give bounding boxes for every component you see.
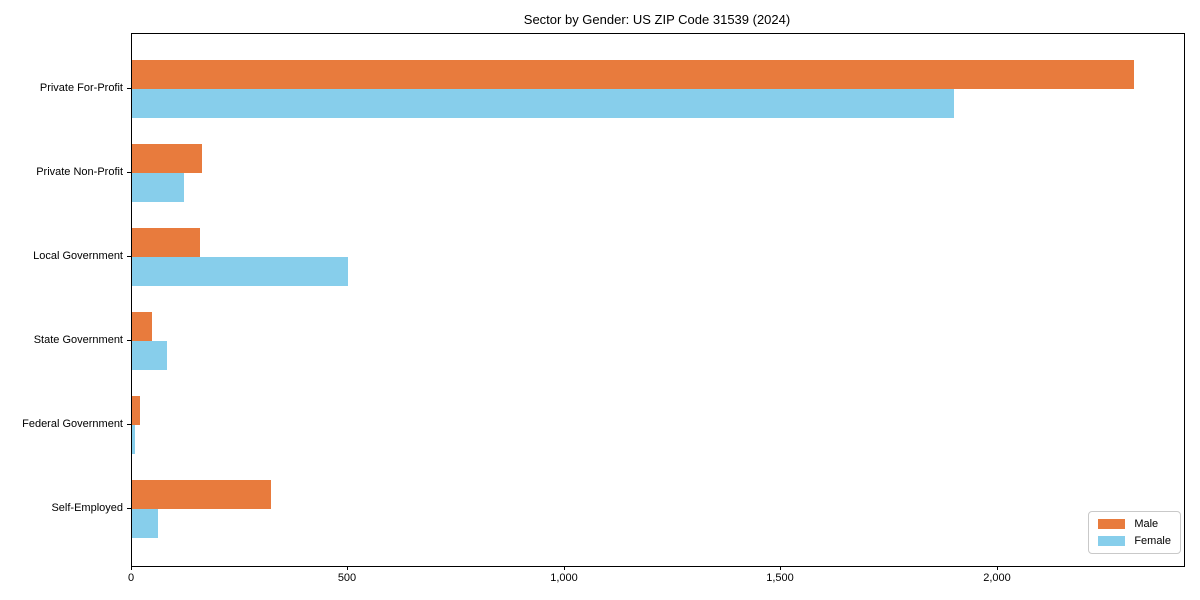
bar-female-federal-government (132, 425, 135, 454)
bar-male-private-non-profit (132, 144, 202, 173)
bar-female-private-for-profit (132, 89, 954, 118)
bar-female-private-non-profit (132, 173, 184, 202)
bar-female-state-government (132, 341, 167, 370)
x-tick-label-1-000: 1,000 (550, 572, 578, 584)
y-tick-mark (127, 340, 131, 341)
legend-entry-male: Male (1098, 518, 1171, 530)
x-tick-label-0: 0 (127, 572, 135, 584)
y-tick-label-local-government: Local Government (33, 250, 123, 262)
legend: Male Female (1088, 511, 1181, 554)
y-tick-mark (127, 424, 131, 425)
legend-patch-female-icon (1098, 536, 1126, 546)
x-tick-mark (564, 566, 565, 570)
x-tick-mark (997, 566, 998, 570)
y-tick-label-state-government: State Government (33, 334, 123, 346)
y-tick-label-self-employed: Self-Employed (51, 502, 123, 514)
legend-label-male: Male (1134, 518, 1159, 530)
y-tick-mark (127, 256, 131, 257)
bar-male-private-for-profit (132, 60, 1134, 89)
legend-entry-female: Female (1098, 535, 1171, 547)
plot-area: Male Female (131, 33, 1185, 567)
x-tick-label-2-000: 2,000 (983, 572, 1011, 584)
bar-male-federal-government (132, 396, 140, 425)
legend-patch-male-icon (1098, 519, 1126, 529)
x-tick-label-1-500: 1,500 (766, 572, 794, 584)
y-tick-label-federal-government: Federal Government (22, 418, 123, 430)
y-tick-mark (127, 88, 131, 89)
bar-female-self-employed (132, 509, 158, 538)
y-tick-mark (127, 172, 131, 173)
y-tick-mark (127, 508, 131, 509)
bar-male-state-government (132, 312, 152, 341)
x-tick-label-500: 500 (337, 572, 357, 584)
bar-male-local-government (132, 228, 200, 257)
x-tick-mark (131, 566, 132, 570)
bar-female-local-government (132, 257, 348, 286)
y-tick-label-private-for-profit: Private For-Profit (39, 82, 123, 94)
x-tick-mark (780, 566, 781, 570)
legend-label-female: Female (1134, 535, 1171, 547)
x-tick-mark (347, 566, 348, 570)
y-tick-label-private-non-profit: Private Non-Profit (36, 166, 123, 178)
bar-male-self-employed (132, 480, 271, 509)
chart-title: Sector by Gender: US ZIP Code 31539 (202… (523, 12, 791, 27)
